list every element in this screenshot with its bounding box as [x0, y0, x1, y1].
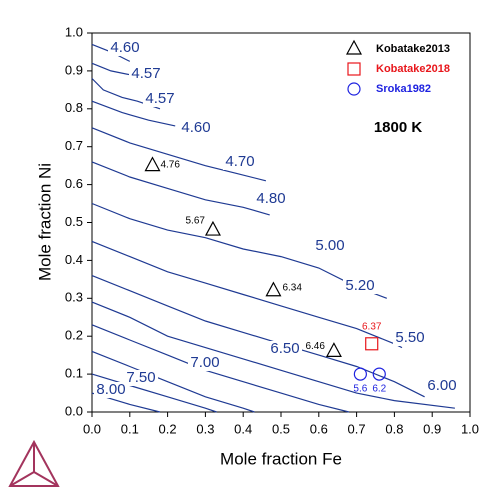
- point-label: 6.37: [362, 321, 382, 332]
- x-tick-label: 0.7: [348, 421, 366, 436]
- contour-label: 5.00: [315, 237, 344, 254]
- contour-label-bg: [188, 355, 222, 371]
- marker-triangle: [265, 281, 282, 297]
- contour-line: [91, 127, 267, 182]
- y-tick-label: 0.7: [65, 138, 83, 153]
- contour-label-bg: [124, 370, 158, 386]
- x-tick-label: 0.1: [121, 421, 139, 436]
- contour-label: 4.57: [131, 65, 160, 82]
- marker-triangle: [345, 39, 363, 55]
- y-tick-label: 0.6: [65, 176, 83, 191]
- marker-circle: [372, 367, 386, 381]
- y-tick-label: 0.3: [65, 290, 83, 305]
- contour-label-bg: [108, 40, 142, 56]
- contour-label: 4.60: [181, 119, 210, 136]
- y-tick-label: 0.8: [65, 100, 83, 115]
- contour-line: [91, 324, 350, 413]
- contour-label: 5.20: [345, 277, 374, 294]
- marker-square: [347, 62, 361, 76]
- marker-triangle: [204, 220, 221, 236]
- contour-line: [91, 100, 176, 127]
- contour-line: [91, 240, 403, 349]
- contour-label-bg: [223, 154, 257, 170]
- y-tick-label: 0.2: [65, 328, 83, 343]
- x-tick-label: 0.3: [196, 421, 214, 436]
- y-axis-title: Mole fraction Ni: [35, 163, 54, 281]
- x-tick-label: 0.6: [310, 421, 328, 436]
- legend-label: Kobatake2013: [376, 43, 450, 55]
- contour-line: [91, 161, 270, 216]
- marker-circle: [353, 367, 367, 381]
- x-axis-title: Mole fraction Fe: [220, 449, 342, 468]
- contour-line: [91, 301, 455, 409]
- x-tick-label: 0.5: [272, 421, 290, 436]
- contour-label-bg: [94, 382, 128, 398]
- point-label: 4.76: [160, 159, 180, 170]
- contour-label-bg: [143, 91, 177, 107]
- point-label: 6.46: [305, 341, 325, 352]
- y-tick-label: 0.0: [65, 403, 83, 418]
- annotation: 1800 K: [374, 119, 423, 136]
- contour-label-bg: [343, 278, 377, 294]
- contour-line: [91, 350, 255, 413]
- y-tick-label: 0.4: [65, 252, 83, 267]
- contour-line: [91, 62, 130, 76]
- x-tick-label: 0.0: [83, 421, 101, 436]
- contour-label: 7.50: [126, 369, 155, 386]
- point-label: 6.34: [282, 282, 302, 293]
- contour-line: [91, 373, 217, 413]
- y-tick-label: 0.9: [65, 62, 83, 77]
- x-tick-label: 0.8: [385, 421, 403, 436]
- x-tick-label: 0.9: [423, 421, 441, 436]
- contour-label: 4.80: [256, 190, 285, 207]
- point-label: 5.67: [185, 216, 205, 227]
- contour-label: 4.57: [145, 90, 174, 107]
- point-label: 5.6: [353, 384, 367, 395]
- logo: [8, 439, 60, 487]
- contour-label-bg: [254, 191, 288, 207]
- contour-label-bg: [268, 341, 302, 357]
- contour-line: [91, 275, 425, 398]
- contour-label: 5.50: [395, 329, 424, 346]
- marker-circle: [347, 82, 361, 96]
- marker-triangle: [144, 156, 161, 172]
- contour-label: 6.50: [270, 340, 299, 357]
- y-tick-label: 0.1: [65, 366, 83, 381]
- contour-label: 4.60: [110, 39, 139, 56]
- legend-label: Sroka1982: [376, 83, 431, 95]
- y-tick-label: 0.5: [65, 214, 83, 229]
- point-label: 6.2: [372, 384, 386, 395]
- contour-label: 8.00: [96, 381, 125, 398]
- contour-label-bg: [393, 330, 427, 346]
- contour-label: 7.00: [190, 354, 219, 371]
- x-tick-label: 1.0: [461, 421, 479, 436]
- contour-label-bg: [313, 238, 347, 254]
- contour-label-bg: [129, 66, 163, 82]
- x-tick-label: 0.4: [234, 421, 252, 436]
- x-tick-label: 0.2: [159, 421, 177, 436]
- contour-label-bg: [425, 378, 459, 394]
- contour-label: 4.70: [225, 153, 254, 170]
- legend-label: Kobatake2018: [376, 63, 450, 75]
- contour-label-bg: [179, 120, 213, 136]
- marker-triangle: [325, 342, 342, 357]
- y-tick-label: 1.0: [65, 24, 83, 39]
- contour-label: 6.00: [427, 377, 456, 394]
- marker-square: [365, 337, 379, 351]
